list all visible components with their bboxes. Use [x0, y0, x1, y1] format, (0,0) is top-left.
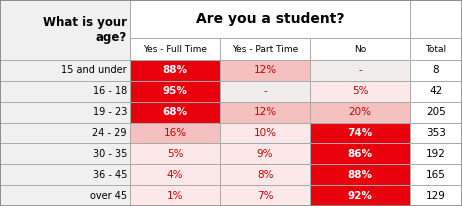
Bar	[220, 143, 310, 164]
Text: 165: 165	[426, 170, 446, 180]
Bar	[220, 102, 310, 123]
Text: 12%: 12%	[254, 66, 277, 75]
Text: Total: Total	[426, 44, 447, 54]
Text: -: -	[263, 86, 267, 96]
Text: 353: 353	[426, 128, 446, 138]
Bar	[310, 143, 410, 164]
Text: 205: 205	[426, 107, 446, 117]
Bar	[220, 123, 310, 143]
Bar	[220, 38, 310, 60]
Text: over 45: over 45	[90, 191, 127, 201]
Bar	[410, 164, 462, 185]
Bar	[0, 0, 130, 60]
Bar	[130, 0, 410, 38]
Text: Yes - Full Time: Yes - Full Time	[143, 44, 207, 54]
Bar	[220, 164, 310, 185]
Bar	[410, 185, 462, 206]
Bar	[310, 60, 410, 81]
Bar	[0, 81, 130, 102]
Bar	[0, 102, 130, 123]
Text: 16 - 18: 16 - 18	[93, 86, 127, 96]
Text: 95%: 95%	[163, 86, 188, 96]
Bar	[310, 38, 410, 60]
Bar	[0, 143, 130, 164]
Text: 9%: 9%	[257, 149, 273, 159]
Bar	[130, 143, 220, 164]
Text: 42: 42	[429, 86, 443, 96]
Text: 88%: 88%	[347, 170, 372, 180]
Bar	[310, 102, 410, 123]
Text: 24 - 29: 24 - 29	[92, 128, 127, 138]
Text: 5%: 5%	[167, 149, 183, 159]
Text: -: -	[358, 66, 362, 75]
Text: 30 - 35: 30 - 35	[92, 149, 127, 159]
Bar	[0, 164, 130, 185]
Bar	[310, 81, 410, 102]
Bar	[310, 164, 410, 185]
Bar	[0, 123, 130, 143]
Text: No: No	[354, 44, 366, 54]
Bar	[130, 102, 220, 123]
Bar	[130, 38, 220, 60]
Bar	[130, 60, 220, 81]
Text: 20%: 20%	[348, 107, 371, 117]
Bar	[410, 0, 462, 38]
Text: 68%: 68%	[163, 107, 188, 117]
Bar	[130, 164, 220, 185]
Bar	[130, 185, 220, 206]
Text: 192: 192	[426, 149, 446, 159]
Text: 16%: 16%	[164, 128, 187, 138]
Bar	[310, 185, 410, 206]
Text: 88%: 88%	[163, 66, 188, 75]
Text: 74%: 74%	[347, 128, 373, 138]
Text: 86%: 86%	[347, 149, 372, 159]
Text: 10%: 10%	[254, 128, 276, 138]
Text: 8%: 8%	[257, 170, 273, 180]
Text: 7%: 7%	[257, 191, 273, 201]
Bar	[410, 81, 462, 102]
Bar	[130, 81, 220, 102]
Bar	[220, 81, 310, 102]
Bar	[410, 143, 462, 164]
Text: 129: 129	[426, 191, 446, 201]
Bar	[410, 123, 462, 143]
Bar	[0, 185, 130, 206]
Text: Are you a student?: Are you a student?	[196, 12, 344, 26]
Bar	[0, 60, 130, 81]
Text: What is your
age?: What is your age?	[43, 16, 127, 44]
Bar	[410, 60, 462, 81]
Text: Yes - Part Time: Yes - Part Time	[232, 44, 298, 54]
Text: 19 - 23: 19 - 23	[92, 107, 127, 117]
Text: 8: 8	[433, 66, 439, 75]
Text: 4%: 4%	[167, 170, 183, 180]
Text: 5%: 5%	[352, 86, 368, 96]
Bar	[220, 60, 310, 81]
Bar	[130, 123, 220, 143]
Text: 12%: 12%	[254, 107, 277, 117]
Bar	[310, 123, 410, 143]
Text: 1%: 1%	[167, 191, 183, 201]
Text: 92%: 92%	[347, 191, 372, 201]
Text: 36 - 45: 36 - 45	[92, 170, 127, 180]
Text: 15 and under: 15 and under	[61, 66, 127, 75]
Bar	[410, 102, 462, 123]
Bar	[220, 185, 310, 206]
Bar	[410, 38, 462, 60]
